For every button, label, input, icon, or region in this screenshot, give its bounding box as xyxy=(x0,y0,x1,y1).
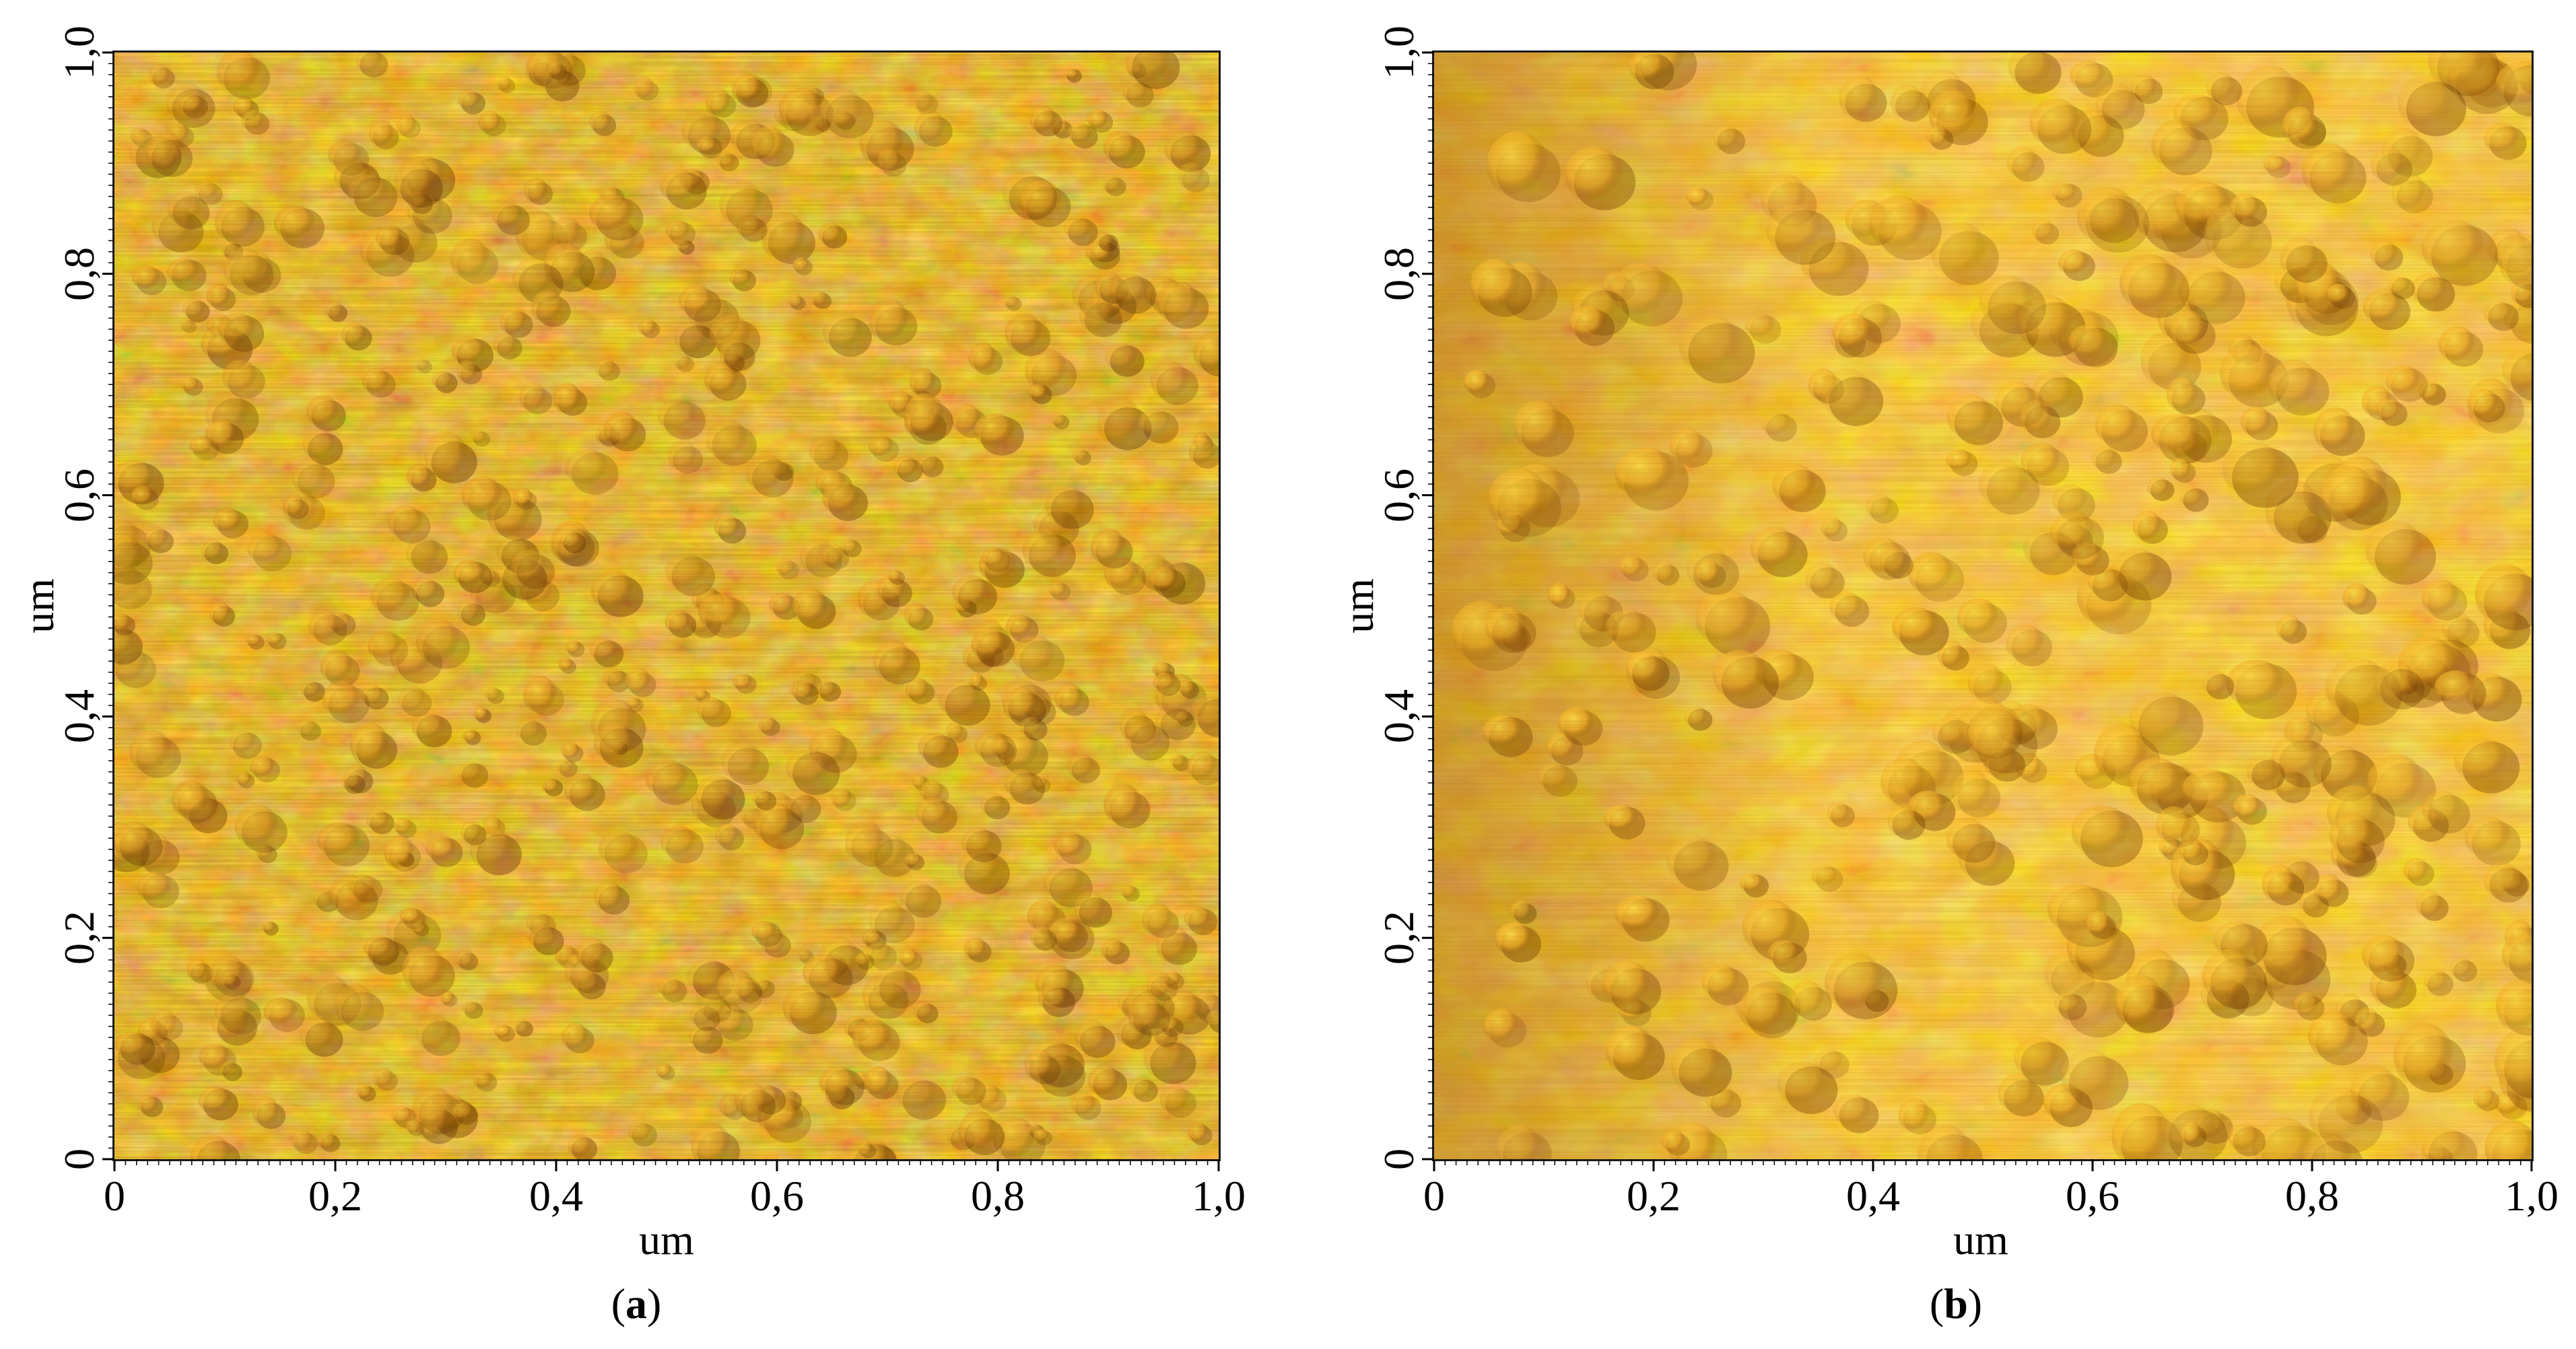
afm-surface-b xyxy=(1434,53,2532,1159)
x-tick-label: 0,4 xyxy=(1846,1172,1900,1220)
x-tick-label: 0,2 xyxy=(1627,1172,1681,1220)
x-tick-label: 0 xyxy=(1423,1172,1445,1220)
tick-marks-b xyxy=(1422,51,2533,1171)
x-tick-label: 0,2 xyxy=(308,1172,362,1220)
afm-panel-a: 0 0,2 0,4 0,6 0,8 1,0 um 0 0,2 0,4 0,6 0… xyxy=(0,0,1279,1349)
y-tick-label: 0,2 xyxy=(55,911,103,965)
x-axis-title-b: um xyxy=(1953,1216,2008,1264)
x-tick-label: 0,8 xyxy=(971,1172,1025,1220)
tick-marks-a xyxy=(102,51,1220,1171)
x-tick-label: 0,4 xyxy=(529,1172,583,1220)
y-tick-label: 1,0 xyxy=(1375,26,1423,79)
x-tick-label: 1,0 xyxy=(1192,1172,1246,1220)
afm-surface-a xyxy=(114,53,1219,1159)
afm-image-a xyxy=(112,50,1221,1161)
y-axis-title-b: um xyxy=(1334,578,1382,633)
y-tick-label: 0,4 xyxy=(55,689,103,743)
x-tick-label: 1,0 xyxy=(2505,1172,2558,1220)
y-tick-label: 0,6 xyxy=(1375,469,1423,522)
x-tick-label: 0,8 xyxy=(2285,1172,2339,1220)
y-tick-label: 0 xyxy=(55,1148,103,1170)
afm-panel-b: 0 0,2 0,4 0,6 0,8 1,0 um 0 0,2 0,4 0,6 0… xyxy=(1320,0,2576,1349)
y-tick-label: 0,6 xyxy=(55,469,103,522)
y-tick-label: 0 xyxy=(1375,1148,1423,1170)
y-tick-label: 0,2 xyxy=(1375,911,1423,965)
x-tick-label: 0 xyxy=(104,1172,125,1220)
y-tick-label: 1,0 xyxy=(55,26,103,79)
y-axis-title-a: um xyxy=(15,578,63,633)
x-tick-label: 0,6 xyxy=(750,1172,804,1220)
afm-image-b xyxy=(1432,50,2534,1161)
x-tick-label: 0,6 xyxy=(2066,1172,2120,1220)
panel-caption-a: (a) xyxy=(611,1280,662,1327)
x-axis-title-a: um xyxy=(639,1216,694,1264)
y-tick-label: 0,4 xyxy=(1375,689,1423,743)
panel-caption-b: (b) xyxy=(1929,1280,1983,1327)
y-tick-label: 0,8 xyxy=(55,247,103,301)
y-tick-label: 0,8 xyxy=(1375,247,1423,301)
